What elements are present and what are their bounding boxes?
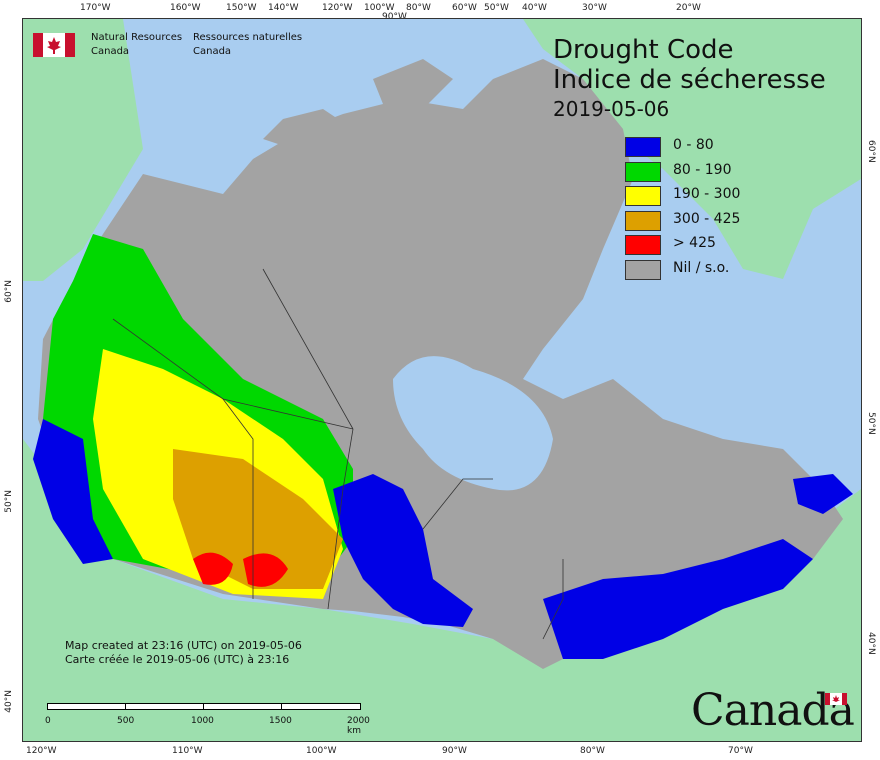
west-low-blue xyxy=(33,419,113,564)
central-low-blue xyxy=(333,474,473,627)
agency-en-line1: Natural Resources xyxy=(91,32,183,43)
top-tick: 80°W xyxy=(406,3,431,13)
scale-segment xyxy=(125,703,205,710)
legend-label: 0 - 80 xyxy=(673,137,714,153)
alaska-land xyxy=(23,19,143,281)
agency-fr-line1: Ressources naturelles xyxy=(193,32,303,43)
top-tick: 60°W xyxy=(452,3,477,13)
legend-swatch xyxy=(625,210,661,231)
legend-swatch xyxy=(625,235,661,255)
agency-en-line2: Canada xyxy=(91,46,130,57)
scale-label: 1000 xyxy=(191,716,214,726)
right-tick: 60°N xyxy=(866,140,876,163)
bottom-tick: 80°W xyxy=(580,746,605,756)
legend-swatch xyxy=(625,186,661,206)
scale-label: 2000 km xyxy=(347,716,370,736)
scale-segment xyxy=(47,703,127,710)
bottom-tick: 70°W xyxy=(728,746,753,756)
east-low-blue xyxy=(543,539,813,659)
agency-fr-line2: Canada xyxy=(193,46,232,57)
scale-label: 500 xyxy=(117,716,135,726)
bottom-tick: 100°W xyxy=(306,746,337,756)
boundaries xyxy=(112,268,564,640)
map-frame: Natural Resources Canada Ressources natu… xyxy=(22,18,862,742)
arctic-islands xyxy=(263,59,513,169)
bottom-tick: 90°W xyxy=(442,746,467,756)
bottom-tick: 110°W xyxy=(172,746,203,756)
wordmark-flag-icon xyxy=(825,693,847,705)
scale-label: 0 xyxy=(45,716,51,726)
top-tick: 30°W xyxy=(582,3,607,13)
scale-segment xyxy=(281,703,361,710)
right-tick: 50°N xyxy=(866,412,876,435)
greenland-land xyxy=(523,19,861,279)
top-tick: 100°W xyxy=(364,3,395,13)
usa-land xyxy=(23,439,861,741)
top-tick: 40°W xyxy=(522,3,547,13)
drought-map xyxy=(23,19,861,741)
top-tick: 170°W xyxy=(80,3,111,13)
top-tick: 120°W xyxy=(322,3,353,13)
legend-label: 80 - 190 xyxy=(673,161,732,178)
left-tick: 50°N xyxy=(4,490,14,513)
credit-fr: Carte créée le 2019-05-06 (UTC) à 23:16 xyxy=(65,653,290,666)
legend-swatch xyxy=(625,137,661,157)
agency-name-fr: Ressources naturelles Canada xyxy=(193,31,302,59)
top-tick: 90°W xyxy=(382,12,407,22)
legend-label: Nil / s.o. xyxy=(673,259,730,276)
top-tick: 160°W xyxy=(170,3,201,13)
newfoundland-blue xyxy=(793,474,853,514)
legend-label: > 425 xyxy=(673,235,716,251)
nrc-header: Natural Resources Canada Ressources natu… xyxy=(31,31,331,61)
map-credits: Map created at 23:16 (UTC) on 2019-05-06… xyxy=(65,639,302,667)
legend-swatch xyxy=(625,161,661,182)
left-tick: 40°N xyxy=(4,690,14,713)
scale-label: 1500 xyxy=(269,716,292,726)
map-title-fr: Indice de sécheresse xyxy=(553,65,826,95)
credit-en: Map created at 23:16 (UTC) on 2019-05-06 xyxy=(65,639,302,652)
top-tick: 50°W xyxy=(484,3,509,13)
hudson-bay xyxy=(393,356,553,491)
legend-label: 190 - 300 xyxy=(673,186,741,202)
top-tick: 140°W xyxy=(268,3,299,13)
map-date: 2019-05-06 xyxy=(553,97,670,121)
top-tick: 150°W xyxy=(226,3,257,13)
right-tick: 40°N xyxy=(866,632,876,655)
left-tick: 60°N xyxy=(4,280,14,303)
top-tick: 20°W xyxy=(676,3,701,13)
legend-label: 300 - 425 xyxy=(673,210,741,227)
agency-name-en: Natural Resources Canada xyxy=(91,31,182,59)
bottom-tick: 120°W xyxy=(26,746,57,756)
scale-segment xyxy=(203,703,283,710)
legend-swatch xyxy=(625,259,661,280)
west-extreme-red-2 xyxy=(243,553,288,587)
map-title-en: Drought Code xyxy=(553,35,734,65)
west-extreme-red-1 xyxy=(193,552,233,585)
canada-flag-icon xyxy=(33,33,75,57)
scale-bar: 0 500 1000 1500 2000 km xyxy=(45,703,370,736)
